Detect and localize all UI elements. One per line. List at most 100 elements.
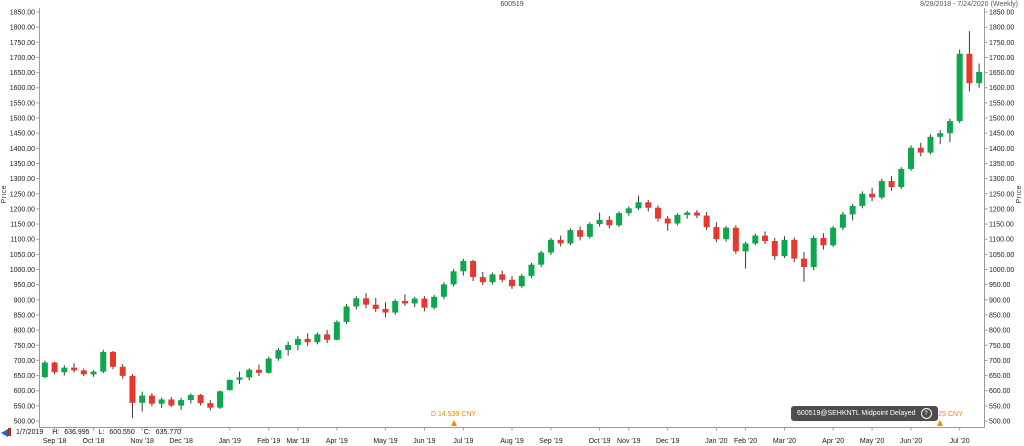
candle[interactable]	[810, 235, 817, 271]
candle[interactable]	[625, 206, 632, 216]
candle[interactable]	[781, 236, 788, 259]
candle[interactable]	[314, 332, 321, 345]
candle[interactable]	[90, 370, 97, 377]
candle[interactable]	[752, 233, 759, 246]
candle[interactable]	[849, 204, 856, 221]
info-icon[interactable]: ?	[920, 408, 932, 419]
candle[interactable]	[664, 216, 671, 231]
candle[interactable]	[178, 397, 185, 410]
candle[interactable]	[431, 294, 438, 310]
candle[interactable]	[158, 397, 165, 408]
candle[interactable]	[265, 356, 272, 374]
candle[interactable]	[217, 390, 224, 409]
candle[interactable]	[236, 371, 243, 385]
candle[interactable]	[470, 259, 477, 282]
candle[interactable]	[382, 302, 389, 318]
candle[interactable]	[839, 211, 846, 231]
candle[interactable]	[742, 241, 749, 269]
candle[interactable]	[109, 351, 116, 370]
candle[interactable]	[732, 225, 739, 254]
candle[interactable]	[285, 341, 292, 356]
candle[interactable]	[878, 178, 885, 200]
candle[interactable]	[762, 231, 769, 245]
candle[interactable]	[372, 297, 379, 312]
candle[interactable]	[771, 238, 778, 260]
candle[interactable]	[956, 49, 963, 123]
candle[interactable]	[255, 364, 262, 377]
candle[interactable]	[41, 360, 48, 379]
candle[interactable]	[859, 191, 866, 209]
candle[interactable]	[976, 63, 983, 88]
candle[interactable]	[80, 368, 87, 377]
candle[interactable]	[586, 222, 593, 239]
candle[interactable]	[119, 364, 126, 379]
candle[interactable]	[577, 226, 584, 241]
candle[interactable]	[168, 397, 175, 408]
candle[interactable]	[61, 365, 68, 376]
candle[interactable]	[450, 269, 457, 287]
candle[interactable]	[363, 293, 370, 309]
candle[interactable]	[304, 333, 311, 346]
candle[interactable]	[294, 335, 301, 351]
candle[interactable]	[820, 233, 827, 250]
candle[interactable]	[654, 205, 661, 222]
candle[interactable]	[946, 118, 953, 143]
candle[interactable]	[421, 296, 428, 312]
candle[interactable]	[51, 361, 58, 375]
candle[interactable]	[888, 176, 895, 191]
candle[interactable]	[567, 228, 574, 246]
candle[interactable]	[479, 271, 486, 286]
candle[interactable]	[723, 225, 730, 242]
candle[interactable]	[392, 299, 399, 315]
candle[interactable]	[226, 379, 233, 391]
candle[interactable]	[635, 195, 642, 211]
candle[interactable]	[674, 213, 681, 226]
candle[interactable]	[129, 374, 136, 419]
candle[interactable]	[966, 31, 973, 92]
candle[interactable]	[528, 262, 535, 279]
candle[interactable]	[197, 394, 204, 406]
candle[interactable]	[275, 347, 282, 361]
candle[interactable]	[401, 294, 408, 306]
candle[interactable]	[800, 251, 807, 282]
candle[interactable]	[509, 276, 515, 289]
candle[interactable]	[246, 368, 253, 381]
candle[interactable]	[411, 296, 418, 308]
candle[interactable]	[898, 167, 905, 189]
candle[interactable]	[207, 400, 214, 411]
candle[interactable]	[693, 210, 700, 219]
candle[interactable]	[684, 210, 691, 219]
candle[interactable]	[908, 145, 915, 171]
candle[interactable]	[927, 134, 934, 155]
candle[interactable]	[616, 211, 623, 228]
candle[interactable]	[324, 329, 331, 344]
candle[interactable]	[460, 258, 467, 276]
candle[interactable]	[557, 235, 564, 247]
candle[interactable]	[148, 393, 155, 407]
candle[interactable]	[645, 199, 652, 212]
candle[interactable]	[499, 270, 506, 283]
candle[interactable]	[71, 363, 78, 373]
candle[interactable]	[869, 187, 876, 202]
data-source-badge[interactable]: 600519@SEHKNTL Midpoint Delayed ?	[791, 406, 938, 421]
candle[interactable]	[547, 238, 554, 255]
candle[interactable]	[353, 296, 360, 310]
candle[interactable]	[703, 211, 710, 231]
candle[interactable]	[830, 225, 837, 248]
candle[interactable]	[538, 250, 545, 268]
candle[interactable]	[596, 212, 603, 227]
candle[interactable]	[440, 282, 447, 300]
candle[interactable]	[333, 320, 340, 341]
scroll-left-arrow[interactable]	[1, 429, 8, 437]
candle[interactable]	[917, 142, 924, 157]
candle[interactable]	[343, 304, 350, 325]
candle[interactable]	[791, 237, 798, 263]
candle[interactable]	[187, 393, 194, 404]
candle[interactable]	[606, 216, 613, 229]
candle[interactable]	[713, 222, 720, 243]
candle[interactable]	[937, 130, 944, 145]
candle[interactable]	[489, 272, 496, 285]
candle[interactable]	[518, 274, 525, 288]
candle[interactable]	[100, 349, 107, 374]
